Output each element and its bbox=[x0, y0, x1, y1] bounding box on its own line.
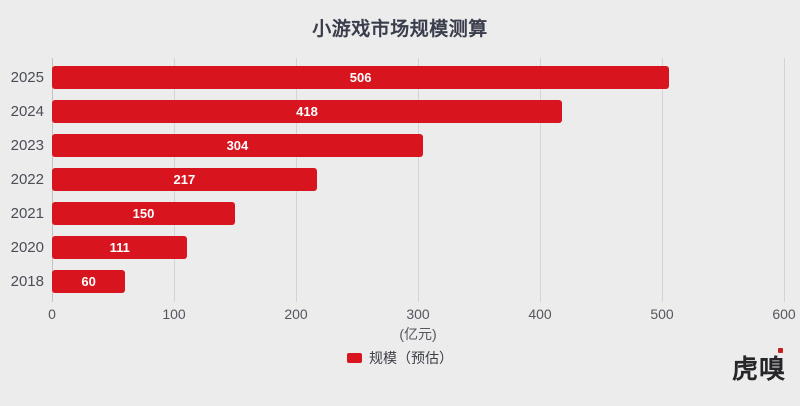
huxiu-logo: 虎嗅 bbox=[731, 348, 786, 386]
bar-value-label: 60 bbox=[81, 274, 96, 289]
x-tick-label: 400 bbox=[528, 306, 552, 322]
x-tick-label: 300 bbox=[406, 306, 430, 322]
bar-row: 2024 418 bbox=[0, 100, 800, 123]
bar-value-label: 150 bbox=[132, 206, 155, 221]
y-axis-label: 2021 bbox=[10, 205, 44, 222]
bar-2018: 60 bbox=[52, 270, 126, 293]
bar-2023: 304 bbox=[52, 134, 423, 157]
gridline bbox=[418, 58, 419, 302]
gridline bbox=[662, 58, 663, 302]
bar-row: 2022 217 bbox=[0, 168, 800, 191]
bar-row: 2025 506 bbox=[0, 66, 800, 89]
x-axis-labels: 0 100 200 300 400 500 600 bbox=[48, 306, 796, 324]
logo-text: 虎嗅 bbox=[731, 355, 786, 385]
bar-2020: 111 bbox=[52, 236, 188, 259]
bar-value-label: 217 bbox=[173, 172, 196, 187]
bar-row: 2023 304 bbox=[0, 134, 800, 157]
axis-unit-label: (亿元) bbox=[399, 326, 437, 342]
chart-title: 小游戏市场规模测算 bbox=[312, 19, 488, 40]
bar-2022: 217 bbox=[52, 168, 317, 191]
x-tick-label: 600 bbox=[772, 306, 796, 322]
y-axis-label: 2022 bbox=[10, 171, 44, 188]
legend-label: 规模（预估） bbox=[369, 350, 453, 366]
bar-2021: 150 bbox=[52, 202, 235, 225]
bar-row: 2020 111 bbox=[0, 236, 800, 259]
logo-accent-dot bbox=[778, 348, 783, 353]
x-tick-label: 100 bbox=[162, 306, 186, 322]
bar-value-label: 304 bbox=[226, 138, 249, 153]
x-tick-label: 200 bbox=[284, 306, 308, 322]
y-axis-label: 2023 bbox=[10, 137, 44, 154]
bar-rows: 2025 506 2024 418 2023 304 2022 217 2021 150 2020 1… bbox=[0, 58, 800, 303]
bar-row: 2021 150 bbox=[0, 202, 800, 225]
bar-value-label: 506 bbox=[349, 70, 372, 85]
bar-row: 2018 60 bbox=[0, 270, 800, 293]
gridline bbox=[784, 58, 785, 302]
bar-value-label: 111 bbox=[109, 240, 130, 255]
y-axis-label: 2018 bbox=[10, 273, 44, 290]
bar-value-label: 418 bbox=[296, 104, 318, 119]
x-tick-label: 500 bbox=[650, 306, 674, 322]
bar-2024: 418 bbox=[52, 100, 562, 123]
x-tick-label: 0 bbox=[48, 306, 56, 322]
y-axis-label: 2020 bbox=[10, 239, 44, 256]
y-axis-label: 2024 bbox=[10, 103, 44, 120]
legend: 规模（预估） bbox=[0, 348, 800, 368]
gridline bbox=[540, 58, 541, 302]
bar-2025: 506 bbox=[52, 66, 670, 89]
y-axis-label: 2025 bbox=[10, 69, 44, 86]
legend-swatch-icon bbox=[347, 353, 362, 363]
